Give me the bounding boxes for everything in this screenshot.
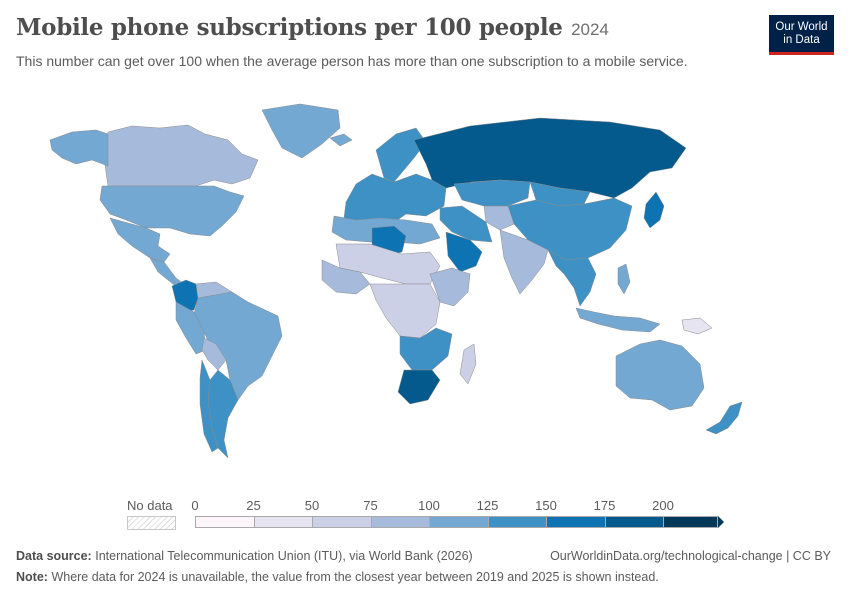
map-region-east-africa[interactable] xyxy=(429,267,471,307)
legend-bin[interactable] xyxy=(663,516,718,528)
chart-subtitle: This number can get over 100 when the av… xyxy=(16,53,688,69)
legend-arrow-icon xyxy=(718,516,724,528)
map-region-india[interactable] xyxy=(499,229,549,295)
footer-source: Data source: International Telecommunica… xyxy=(16,549,473,563)
map-region-madagascar[interactable] xyxy=(459,343,477,385)
no-data-label: No data xyxy=(127,498,173,513)
map-region-philippines[interactable] xyxy=(617,263,631,295)
map-region-australia[interactable] xyxy=(615,339,705,411)
logo-line-2: in Data xyxy=(783,33,820,46)
map-region-southeast-asia[interactable] xyxy=(547,249,597,307)
map-region-central-asia[interactable] xyxy=(483,205,515,231)
logo-line-1: Our World xyxy=(775,20,828,33)
legend-tick-label: 75 xyxy=(363,498,378,513)
chart-year: 2024 xyxy=(571,20,609,39)
no-data-swatch[interactable] xyxy=(127,516,176,530)
map-region-scandinavia[interactable] xyxy=(375,127,427,183)
chart-title: Mobile phone subscriptions per 100 peopl… xyxy=(16,14,563,41)
map-region-europe[interactable] xyxy=(343,173,447,227)
legend-bin[interactable] xyxy=(546,516,606,528)
legend-tick-label: 100 xyxy=(418,498,440,513)
legend-tick-label: 200 xyxy=(652,498,674,513)
map-region-saudi-arabia[interactable] xyxy=(445,231,483,273)
map-region-united-states[interactable] xyxy=(99,185,245,237)
note-label: Note: xyxy=(16,570,48,584)
map-region-papua-new-guinea[interactable] xyxy=(681,317,713,335)
legend-tick-label: 150 xyxy=(535,498,557,513)
map-region-brazil[interactable] xyxy=(193,291,283,401)
legend-bin[interactable] xyxy=(312,516,372,528)
color-legend: No data 0 25 50 75 100 125 150 175 200 xyxy=(0,494,850,534)
map-region-kazakhstan[interactable] xyxy=(453,179,531,207)
map-region-central-africa[interactable] xyxy=(369,283,441,339)
map-region-canada[interactable] xyxy=(103,124,259,187)
map-region-middle-east[interactable] xyxy=(439,205,493,243)
map-region-mexico[interactable] xyxy=(109,217,171,263)
map-region-west-africa[interactable] xyxy=(321,259,371,295)
world-map[interactable] xyxy=(0,88,850,488)
legend-tick-label: 50 xyxy=(304,498,320,513)
legend-tick-label: 0 xyxy=(191,498,199,513)
legend-bin[interactable] xyxy=(370,516,430,528)
map-region-alaska[interactable] xyxy=(49,129,109,167)
legend-tick-label: 125 xyxy=(476,498,499,513)
legend-bin[interactable] xyxy=(604,516,664,528)
map-region-japan[interactable] xyxy=(643,191,665,229)
chart-title-row: Mobile phone subscriptions per 100 peopl… xyxy=(16,14,609,41)
legend-bin[interactable] xyxy=(429,516,489,528)
map-region-indonesia[interactable] xyxy=(575,307,661,333)
source-label: Data source: xyxy=(16,549,92,563)
footer-note: Note: Where data for 2024 is unavailable… xyxy=(16,570,659,584)
map-region-chile[interactable] xyxy=(199,359,219,453)
map-region-greenland[interactable] xyxy=(261,103,341,159)
owid-logo[interactable]: Our World in Data xyxy=(769,15,834,55)
map-region-iceland[interactable] xyxy=(329,133,353,147)
map-region-southern-africa[interactable] xyxy=(399,327,453,371)
legend-tick-label: 175 xyxy=(593,498,616,513)
map-region-peru[interactable] xyxy=(175,301,207,355)
source-text[interactable]: International Telecommunication Union (I… xyxy=(95,549,473,563)
legend-bin[interactable] xyxy=(253,516,313,528)
legend-tick-label: 25 xyxy=(246,498,261,513)
map-region-new-zealand[interactable] xyxy=(705,401,743,435)
legend-bin[interactable] xyxy=(487,516,547,528)
legend-bin[interactable] xyxy=(195,516,255,528)
map-region-south-africa[interactable] xyxy=(397,369,441,405)
note-text: Where data for 2024 is unavailable, the … xyxy=(51,570,659,584)
footer-url[interactable]: OurWorldinData.org/technological-change … xyxy=(550,549,831,563)
